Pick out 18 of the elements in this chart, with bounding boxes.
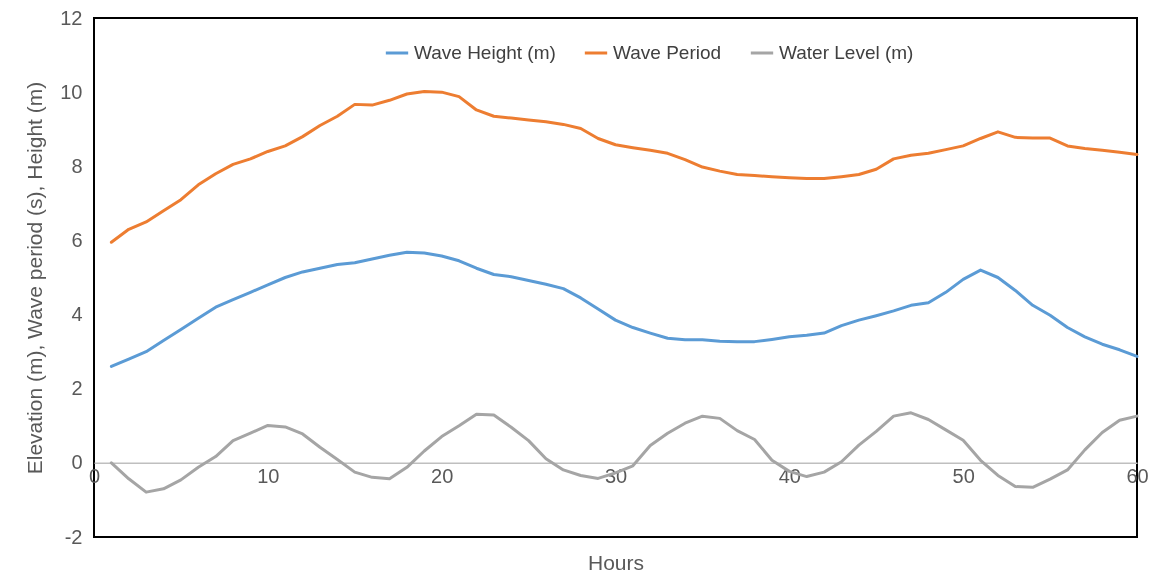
legend-label: Wave Height (m) xyxy=(414,42,556,63)
x-tick-label: 50 xyxy=(952,465,975,488)
x-tick-label: 20 xyxy=(431,465,454,488)
y-axis-title: Elevation (m), Wave period (s), Height (m) xyxy=(23,81,47,475)
y-tick-label: -2 xyxy=(64,525,83,548)
y-tick-label: 8 xyxy=(71,154,83,177)
y-tick-label: 6 xyxy=(71,228,83,251)
y-tick-label: 10 xyxy=(60,80,83,103)
y-tick-label: 4 xyxy=(71,303,83,326)
line-series xyxy=(109,250,1139,368)
line-series xyxy=(109,89,1139,244)
legend-label: Water Level (m) xyxy=(779,42,914,63)
y-tick-label: 0 xyxy=(71,451,83,474)
y-tick-label: 2 xyxy=(71,377,83,400)
x-axis-title: Hours xyxy=(587,550,645,574)
y-tick-label: 12 xyxy=(60,6,83,29)
legend-label: Wave Period xyxy=(613,42,722,63)
x-tick-label: 10 xyxy=(257,465,280,488)
